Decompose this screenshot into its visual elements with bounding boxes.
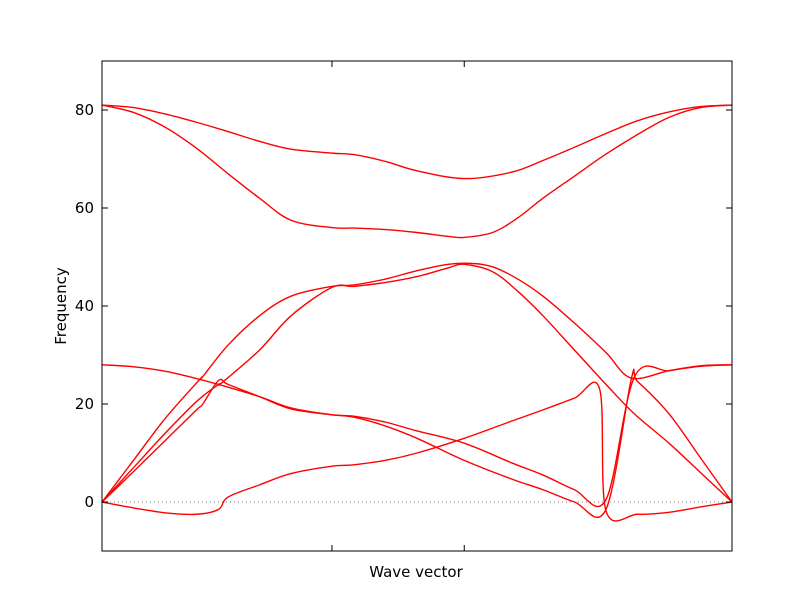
series-line-4 <box>101 263 733 503</box>
y-tick-label: 20 <box>75 395 94 413</box>
series-line-6 <box>101 364 733 508</box>
y-tick-label: 60 <box>75 199 94 217</box>
series-line-5 <box>101 368 733 518</box>
series-layer <box>101 104 733 522</box>
series-line-1 <box>101 104 733 180</box>
series-line-7 <box>101 381 733 522</box>
y-tick-label: 80 <box>75 101 94 119</box>
y-axis-label: Frequency <box>52 267 70 345</box>
labels-layer: Wave vector Frequency <box>52 267 464 581</box>
y-tick-label: 0 <box>84 493 94 511</box>
y-tick-label: 40 <box>75 297 94 315</box>
axes-layer: 0 20 40 60 80 <box>75 60 733 552</box>
series-line-2 <box>101 104 733 239</box>
x-axis-label: Wave vector <box>369 563 463 581</box>
series-line-3 <box>101 262 733 503</box>
